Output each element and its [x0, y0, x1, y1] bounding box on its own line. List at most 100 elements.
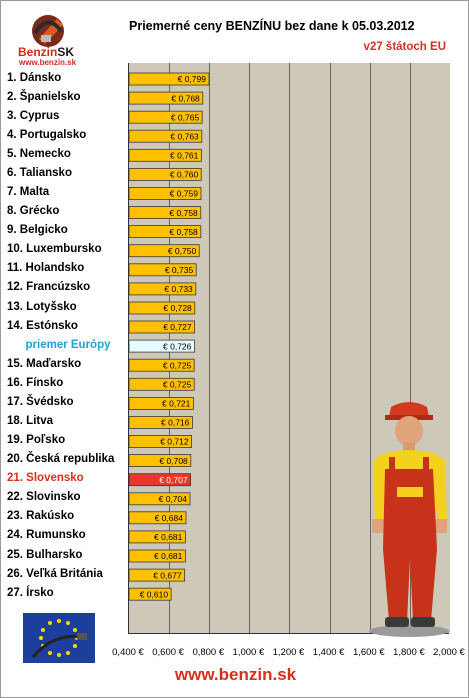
category-label: 2. Španielsko	[7, 90, 81, 103]
bar-value-label: € 0,681	[154, 551, 183, 561]
bar-value-label: € 0,735	[165, 265, 194, 275]
bar-value-label: € 0,768	[171, 93, 200, 103]
bar-value-label: € 0,758	[169, 227, 198, 237]
x-tick-label: 1,000 €	[232, 647, 265, 658]
bar-value-label: € 0,725	[163, 360, 192, 370]
bar-value-label: € 0,728	[163, 303, 192, 313]
category-label: 13. Lotyšsko	[7, 300, 77, 313]
bar-value-label: € 0,712	[160, 437, 189, 447]
bar	[128, 587, 172, 601]
category-label: 9. Belgicko	[7, 224, 68, 237]
category-label: 25. Bulharsko	[7, 548, 83, 561]
bar	[128, 320, 195, 334]
category-label: 15. Maďarsko	[7, 357, 82, 370]
bar-value-label: € 0,733	[164, 284, 193, 294]
bar-value-label: € 0,727	[163, 322, 192, 332]
bar	[128, 396, 194, 410]
category-label: 16. Fínsko	[7, 376, 64, 389]
bar	[128, 530, 186, 544]
bar	[128, 415, 193, 429]
bar	[128, 473, 191, 487]
bar	[128, 568, 185, 582]
bar-value-label: € 0,799	[178, 74, 207, 84]
chart-title: Priemerné ceny BENZÍNU bez dane k 05.03.…	[129, 19, 415, 33]
x-tick-label: 2,000 €	[433, 647, 465, 658]
category-label: 11. Holandsko	[7, 262, 85, 275]
category-label: 6. Taliansko	[7, 166, 72, 179]
x-tick-label: 1,800 €	[393, 647, 425, 658]
category-label: 5. Nemecko	[7, 147, 71, 160]
category-label: priemer Európy	[25, 338, 111, 351]
bar-value-label: € 0,759	[170, 189, 199, 199]
category-label: 27. Írsko	[7, 586, 54, 599]
gas-station-worker-mascot-icon	[369, 402, 449, 637]
bar	[128, 72, 210, 86]
bar-value-label: € 0,708	[159, 456, 188, 466]
category-labels: 1. Dánsko 2. Španielsko 3. Cyprus 4. Portug…	[7, 1, 129, 641]
bar	[128, 263, 197, 277]
category-label: 12. Francúzsko	[7, 281, 91, 294]
bar	[128, 168, 202, 181]
bar	[128, 492, 191, 506]
x-tick-label: 0,600 €	[152, 647, 184, 658]
bar	[128, 377, 195, 391]
bar	[128, 225, 202, 239]
bar-value-label: € 0,684	[155, 513, 184, 523]
bar	[128, 358, 195, 372]
bar	[128, 110, 203, 124]
footer-url[interactable]: www.benzin.sk	[174, 665, 297, 684]
x-tick-label: 0,400 €	[112, 647, 144, 658]
category-label: 7. Malta	[7, 186, 50, 198]
bar-value-label: € 0,758	[169, 208, 198, 218]
category-label: 1. Dánsko	[7, 71, 62, 84]
bar-value-label: € 0,760	[170, 170, 199, 180]
category-label: 24. Rumunsko	[7, 529, 86, 542]
bar	[128, 91, 204, 105]
bar-value-label: € 0,726	[163, 341, 192, 351]
category-label: 26. Veľká Británia	[7, 567, 103, 580]
x-tick-label: 1,600 €	[352, 647, 385, 658]
x-tick-label: 1,400 €	[312, 647, 345, 658]
bar-value-label: € 0,704	[159, 494, 188, 504]
category-label: 19. Poľsko	[7, 434, 66, 446]
x-axis	[128, 633, 449, 634]
bar-value-label: € 0,763	[170, 131, 199, 141]
category-label: 20. Česká republika	[7, 453, 115, 466]
bar-value-label: € 0,681	[154, 532, 183, 542]
bar-value-label: € 0,761	[170, 151, 199, 161]
bar-value-label: € 0,677	[153, 570, 182, 580]
bar-value-label: € 0,750	[168, 246, 197, 256]
category-label: 10. Luxembursko	[7, 243, 102, 256]
bar-value-label: € 0,721	[162, 399, 191, 409]
bar	[128, 301, 196, 315]
bar	[128, 206, 202, 220]
bar	[128, 244, 200, 258]
bar	[128, 129, 203, 143]
category-label: 22. Slovinsko	[7, 491, 81, 504]
bar	[128, 454, 192, 468]
category-label: 4. Portugalsko	[7, 128, 87, 141]
bar-value-label: € 0,765	[171, 112, 200, 122]
x-tick-label: 1,200 €	[272, 647, 305, 658]
category-label: 3. Cyprus	[7, 109, 60, 122]
category-label: 8. Grécko	[7, 205, 60, 218]
bar-value-label: € 0,707	[159, 475, 188, 485]
benzin-logo-icon	[32, 15, 64, 47]
category-label: 14. Estónsko	[7, 319, 78, 332]
category-label: 17. Švédsko	[7, 395, 74, 408]
plot-area: € 0,799 € 0,768 € 0,765 € 0,763 € 0,761 € 0,7…	[128, 63, 451, 633]
bar	[128, 148, 202, 162]
eu-flag-icon	[23, 613, 95, 663]
category-label: 18. Litva	[7, 414, 54, 427]
bar	[128, 187, 202, 200]
bar	[128, 511, 187, 525]
bar-value-label: € 0,725	[163, 380, 192, 390]
bar-value-label: € 0,716	[161, 418, 190, 428]
x-tick-label: 0,800 €	[192, 647, 225, 658]
bar	[128, 549, 186, 563]
chart-subtitle: v27 štátoch EU	[363, 41, 446, 53]
logo-url: www.benzin.sk	[19, 58, 77, 67]
bar-value-label: € 0,610	[140, 589, 169, 599]
category-label: 21. Slovensko	[7, 472, 84, 485]
